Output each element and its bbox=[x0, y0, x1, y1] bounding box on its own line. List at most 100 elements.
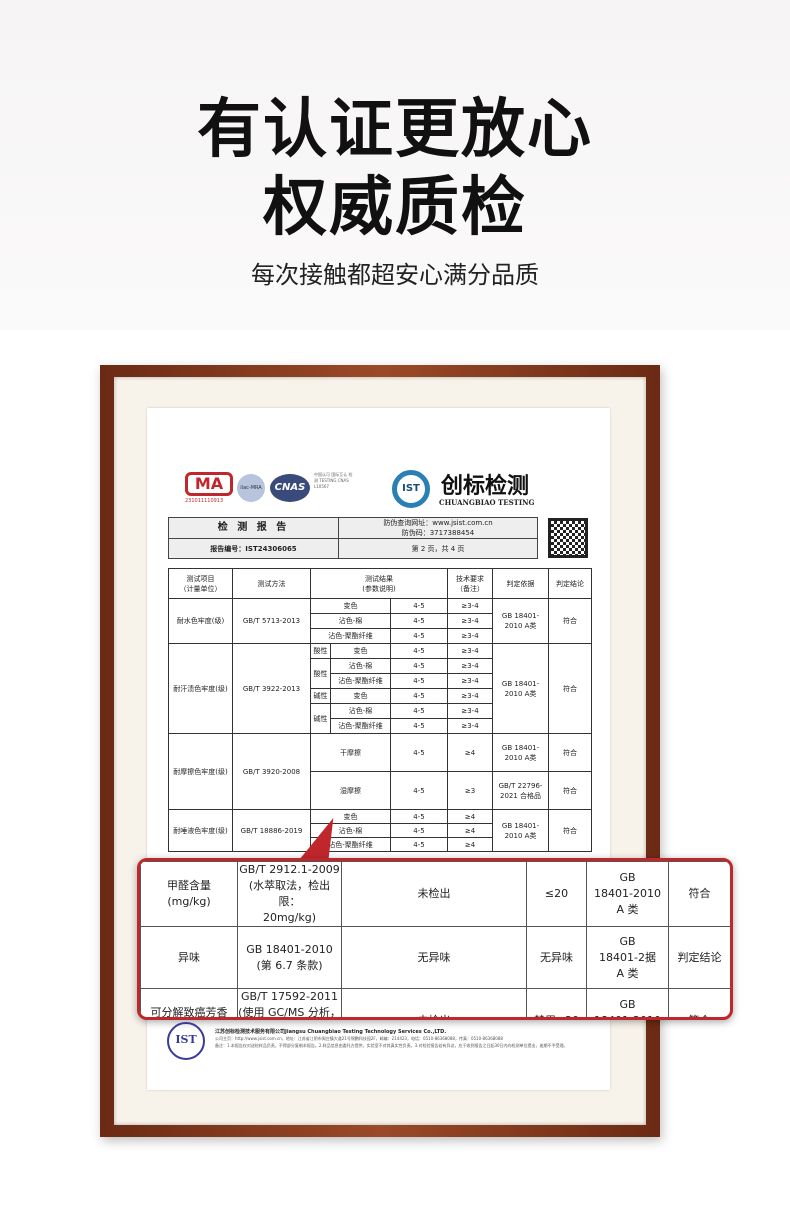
requirement: ≥3-4 bbox=[447, 673, 494, 689]
header-cell: 测试结果 (参数说明) bbox=[309, 568, 449, 599]
highlight-req: 禁用≤20 bbox=[526, 988, 587, 1017]
conclusion: 符合 bbox=[548, 809, 593, 852]
result-value: 4-5 bbox=[389, 688, 449, 704]
ist-seal: IST bbox=[167, 1022, 205, 1060]
requirement: ≥3-4 bbox=[447, 658, 494, 674]
result-value: 4-5 bbox=[389, 703, 449, 719]
table-row: 沾色-聚酯纤维 4-5 ≥3-4 bbox=[169, 673, 592, 689]
header-cell: 判定结论 bbox=[548, 568, 593, 599]
table-row: 碱性 变色 4-5 ≥3-4 bbox=[169, 688, 592, 704]
sub-item: 沾色-聚酯纤维 bbox=[330, 673, 391, 689]
result-value: 4-5 bbox=[389, 613, 449, 629]
condition-label: 碱性 bbox=[310, 688, 331, 704]
test-method: GB/T 18886-2019 bbox=[232, 809, 311, 852]
highlight-req: 无异味 bbox=[526, 926, 587, 989]
footer-contact: 公司主页：http://www.jsist.com.cn，地址：江苏省江阴市周庄… bbox=[215, 1036, 503, 1041]
table-row: 湿摩擦 4-5 ≥3 GB/T 22796-2021 合格品 符合 bbox=[169, 771, 593, 810]
company-name-en: CHUANGBIAO TESTING bbox=[439, 498, 535, 507]
footer-company: 江苏创标检测技术服务有限公司Jiangsu Chuangbiao Testing… bbox=[215, 1029, 447, 1035]
table-row: 耐唾液色牢度(级) GB/T 18886-2019 变色 4-5 ≥4 GB 18401-… bbox=[168, 809, 593, 852]
report-header-table: 检 测 报 告 防伪查询网址：www.jsist.com.cn 防伪码：37173… bbox=[168, 517, 538, 559]
test-results-table: 测试项目 （计量单位） 测试方法 测试结果 (参数说明) 技术要求 （备注） 判定依据判… bbox=[168, 568, 593, 852]
page-number: 第 2 页，共 4 页 bbox=[338, 538, 538, 559]
footer-note: 备注：1.本报告仅对送检样品负责，不得部分复制本报告。2.样品信息由委托方提供，… bbox=[215, 1043, 568, 1048]
requirement: ≥3-4 bbox=[447, 703, 494, 719]
header-cell: 测试方法 bbox=[232, 568, 311, 599]
sub-item: 沾色-聚酯纤维 bbox=[310, 837, 391, 852]
table-row: 沾色-聚酯纤维 4-5 ≥3-4 bbox=[169, 718, 592, 734]
cma-logo: MA bbox=[185, 472, 233, 496]
header-background bbox=[0, 0, 790, 330]
highlight-basis: GB 18401-2据 A 类 bbox=[586, 926, 669, 989]
conclusion: 符合 bbox=[548, 733, 593, 772]
report-logos: MA 231011110913 ilac-MRA CNAS 中国认可 国际互认 … bbox=[185, 470, 585, 510]
verify-code: 防伪码：3717388454 bbox=[401, 529, 475, 537]
highlight-item: 可分解致癌芳香 胺染料(mg/kg) bbox=[140, 988, 238, 1017]
company-name-cn: 创标检测 bbox=[441, 474, 530, 499]
test-method: GB/T 5713-2013 bbox=[232, 598, 311, 644]
table-row: 可分解致癌芳香 胺染料(mg/kg)GB/T 17592-2011 (使用 GC… bbox=[140, 988, 730, 1017]
result-value: 4-5 bbox=[389, 771, 449, 810]
result-value: 4-5 bbox=[389, 733, 449, 772]
requirement: ≥4 bbox=[447, 733, 494, 772]
sub-item: 沾色-棉 bbox=[330, 703, 391, 719]
highlight-req: ≤20 bbox=[526, 861, 587, 927]
sub-item: 沾色-聚酯纤维 bbox=[330, 718, 391, 734]
table-row: 耐摩擦色牢度(级) GB/T 3920-2008 干摩擦 4-5 ≥4 GB 18401-… bbox=[168, 733, 593, 810]
header-cell: 判定依据 bbox=[492, 568, 550, 599]
test-item: 耐唾液色牢度(级) bbox=[168, 809, 233, 852]
sub-item: 变色 bbox=[330, 688, 391, 704]
basis: GB 18401-2010 A类 bbox=[492, 598, 550, 644]
basis: GB 18401-2010 A类 bbox=[492, 733, 550, 772]
requirement: ≥3-4 bbox=[447, 643, 494, 659]
table-row: 耐水色牢度(级) GB/T 5713-2013 变色 4-5 ≥3-4 GB 18401-… bbox=[168, 598, 593, 644]
sub-item: 沾色-聚酯纤维 bbox=[310, 628, 391, 644]
sub-item: 湿摩擦 bbox=[310, 771, 391, 810]
test-method: GB/T 3922-2013 bbox=[232, 643, 311, 734]
result-value: 4-5 bbox=[389, 673, 449, 689]
requirement: ≥3-4 bbox=[447, 613, 494, 629]
verify-info: 防伪查询网址：www.jsist.com.cn 防伪码：3717388454 bbox=[338, 517, 538, 539]
test-item: 耐汗渍色牢度(级) bbox=[168, 643, 233, 734]
requirement: ≥3-4 bbox=[447, 628, 494, 644]
conclusion: 符合 bbox=[548, 598, 593, 644]
highlight-item: 甲醛含量 (mg/kg) bbox=[140, 861, 238, 927]
test-method: GB/T 3920-2008 bbox=[232, 733, 311, 810]
requirement: ≥3-4 bbox=[447, 598, 494, 614]
test-item: 耐摩擦色牢度(级) bbox=[168, 733, 233, 810]
ilac-logo: ilac-MRA bbox=[237, 474, 265, 502]
highlight-basis: GB 18401-2010 A 类 bbox=[586, 861, 669, 927]
cnas-logo: CNAS bbox=[270, 474, 310, 502]
table-row: 沾色-聚酯纤维 4-5 ≥4 bbox=[169, 837, 592, 852]
condition-label: 酸性 bbox=[310, 643, 331, 659]
sub-item: 变色 bbox=[330, 643, 391, 659]
sub-item: 变色 bbox=[310, 598, 391, 614]
report-number: 报告编号：IST24306065 bbox=[168, 538, 339, 559]
highlight-method: GB/T 2912.1-2009 (水萃取法，检出限： 20mg/kg) bbox=[237, 861, 342, 927]
result-value: 4-5 bbox=[389, 837, 449, 852]
cnas-text: 中国认可 国际互认 检测 TESTING CNAS L10567 bbox=[314, 472, 353, 489]
qr-code bbox=[548, 518, 588, 558]
table-row: 沾色-棉 4-5 ≥4 bbox=[169, 823, 592, 838]
ist-logo: IST bbox=[392, 470, 430, 508]
basis: GB/T 22796-2021 合格品 bbox=[492, 771, 550, 810]
headline-line1: 有认证更放心 bbox=[197, 93, 593, 167]
highlight-conclusion: 符合 bbox=[668, 861, 730, 927]
requirement: ≥4 bbox=[447, 809, 494, 824]
report-footer: IST 江苏创标检测技术服务有限公司Jiangsu Chuangbiao Tes… bbox=[165, 1022, 605, 1072]
verify-url: 防伪查询网址：www.jsist.com.cn bbox=[383, 519, 493, 527]
cma-number: 231011110913 bbox=[185, 498, 224, 504]
highlight-method: GB/T 17592-2011 (使用 GC/MS 分析， 非涤纶方法，检出 限… bbox=[237, 988, 342, 1017]
highlight-conclusion: 符合 bbox=[668, 988, 730, 1017]
highlight-result: 无异味 bbox=[341, 926, 527, 989]
basis: GB 18401-2010 A类 bbox=[492, 643, 550, 734]
result-value: 4-5 bbox=[389, 598, 449, 614]
table-row: 测试项目 （计量单位） 测试方法 测试结果 (参数说明) 技术要求 （备注） 判定依据判… bbox=[168, 568, 593, 599]
condition-label: 碱性 bbox=[310, 703, 331, 734]
report-title: 检 测 报 告 bbox=[168, 517, 339, 539]
highlight-table: 甲醛含量 (mg/kg) GB/T 2912.1-2009 (水萃取法，检出限： … bbox=[140, 861, 730, 1017]
test-item: 耐水色牢度(级) bbox=[168, 598, 233, 644]
header-cell: 测试项目 （计量单位） bbox=[168, 568, 233, 599]
highlight-method: GB 18401-2010 (第 6.7 条款) bbox=[237, 926, 342, 989]
sub-item: 沾色-棉 bbox=[310, 613, 391, 629]
